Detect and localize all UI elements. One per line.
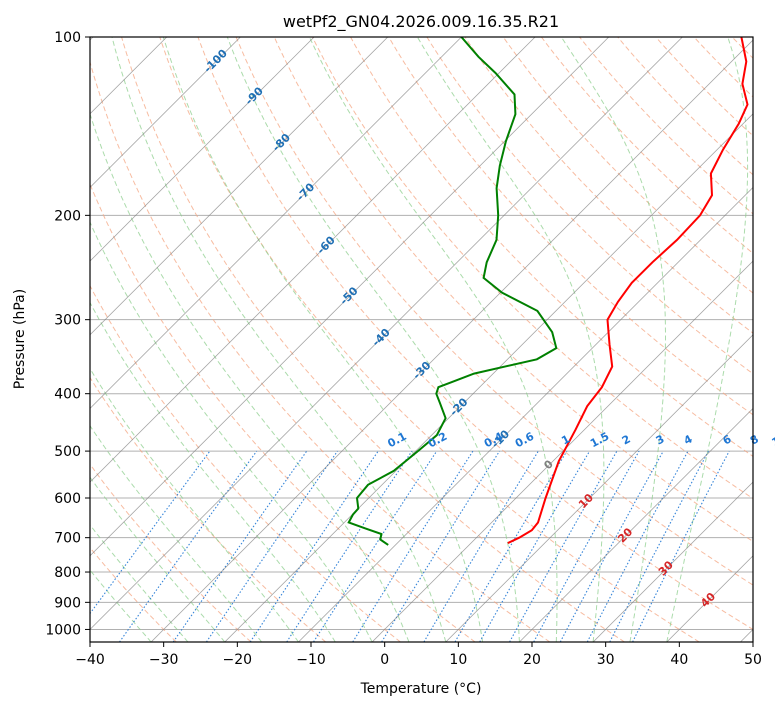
mixing-ratio-line bbox=[352, 450, 474, 642]
isotherm-line bbox=[150, 39, 753, 642]
y-axis-label: Pressure (hPa) bbox=[12, 289, 28, 389]
temperature-line bbox=[507, 37, 749, 545]
dry-adiabat bbox=[197, 37, 753, 631]
moist-adiabat bbox=[162, 37, 484, 642]
y-tick-label: 300 bbox=[54, 313, 81, 329]
y-tick-label: 500 bbox=[54, 444, 81, 460]
mixing-ratio-line bbox=[586, 450, 689, 642]
y-tick-label: 400 bbox=[54, 387, 81, 403]
moist-adiabat bbox=[416, 37, 605, 642]
moist-adiabat bbox=[90, 220, 373, 642]
dry-adiabat bbox=[90, 60, 551, 642]
y-axis-ticks: 100 200 300 400 500 600 700 800 900 1000 bbox=[45, 30, 90, 638]
moist-adiabat bbox=[111, 37, 447, 642]
x-axis-label: Temperature (°C) bbox=[360, 681, 482, 697]
isotherm-line bbox=[90, 37, 536, 483]
mixing-ratio-line bbox=[381, 450, 500, 642]
isotherm-line bbox=[90, 37, 462, 410]
moist-adiabat bbox=[666, 37, 749, 642]
dry-adiabat bbox=[90, 183, 476, 642]
y-tick-label: 1000 bbox=[45, 622, 81, 638]
isotherm-line bbox=[90, 37, 389, 336]
isotherm-line bbox=[90, 37, 683, 631]
dry-adiabat bbox=[579, 37, 753, 215]
isotherm-line bbox=[592, 481, 753, 642]
mixing-ratio-line bbox=[119, 450, 258, 642]
y-tick-label: 700 bbox=[54, 531, 81, 547]
x-tick-label: 0 bbox=[380, 652, 389, 668]
dry-adiabat bbox=[90, 284, 401, 642]
mixing-ratio-line bbox=[286, 450, 413, 642]
mixing-ratio-label: 10 bbox=[770, 431, 775, 450]
dry-adiabat bbox=[159, 37, 700, 642]
x-tick-label: 40 bbox=[670, 652, 688, 668]
mixing-ratio-line bbox=[559, 450, 664, 642]
dry-adiabat bbox=[311, 37, 753, 500]
mixing-ratio-line bbox=[172, 450, 308, 642]
background-lines bbox=[90, 37, 753, 642]
y-tick-label: 600 bbox=[54, 491, 81, 507]
x-tick-label: −10 bbox=[296, 652, 326, 668]
mixing-ratio-line bbox=[509, 450, 618, 642]
mixing-ratio-line bbox=[205, 450, 338, 642]
sounding-lines bbox=[347, 37, 749, 546]
isotherm-line bbox=[519, 407, 753, 642]
moist-adiabat bbox=[226, 37, 520, 642]
mixing-ratio-line bbox=[632, 450, 730, 642]
x-tick-label: 10 bbox=[449, 652, 467, 668]
y-tick-label: 200 bbox=[54, 208, 81, 224]
x-axis-ticks: −40 −30 −20 −10 0 10 20 30 40 50 bbox=[75, 642, 762, 668]
dewpoint-line bbox=[347, 37, 558, 546]
isotherm-line bbox=[445, 334, 753, 642]
plot-frame bbox=[89, 36, 754, 643]
y-tick-label: 100 bbox=[54, 30, 81, 46]
dry-adiabat bbox=[121, 37, 625, 642]
dry-adiabat bbox=[235, 37, 753, 586]
moist-adiabat bbox=[560, 37, 666, 642]
dry-adiabat bbox=[464, 37, 753, 334]
mixing-ratio-line bbox=[313, 450, 438, 642]
dry-adiabat bbox=[426, 37, 753, 375]
mixing-ratio-line bbox=[609, 450, 709, 642]
dry-adiabat bbox=[541, 37, 753, 254]
x-tick-label: −30 bbox=[149, 652, 179, 668]
isotherm-line bbox=[298, 186, 753, 642]
mixing-ratio-line bbox=[479, 450, 591, 642]
moist-adiabat bbox=[90, 301, 336, 642]
isotherm-line bbox=[90, 37, 315, 262]
x-tick-label: 30 bbox=[597, 652, 615, 668]
x-tick-label: 20 bbox=[523, 652, 541, 668]
isotherm-line bbox=[224, 113, 753, 642]
dry-adiabat bbox=[388, 37, 753, 416]
x-tick-label: −40 bbox=[75, 652, 105, 668]
moist-adiabat bbox=[90, 424, 262, 642]
chart-title: wetPf2_GN04.2026.009.16.35.R21 bbox=[283, 12, 559, 32]
isotherm-line bbox=[371, 260, 753, 642]
y-tick-label: 800 bbox=[54, 565, 81, 581]
x-tick-label: 50 bbox=[744, 652, 762, 668]
isotherm-line bbox=[90, 37, 241, 189]
moist-adiabat bbox=[90, 476, 226, 642]
dry-adiabat bbox=[273, 37, 753, 543]
mixing-ratio-line bbox=[90, 450, 211, 615]
moist-adiabat bbox=[90, 112, 410, 642]
y-tick-label: 900 bbox=[54, 595, 81, 611]
x-tick-label: −20 bbox=[223, 652, 253, 668]
